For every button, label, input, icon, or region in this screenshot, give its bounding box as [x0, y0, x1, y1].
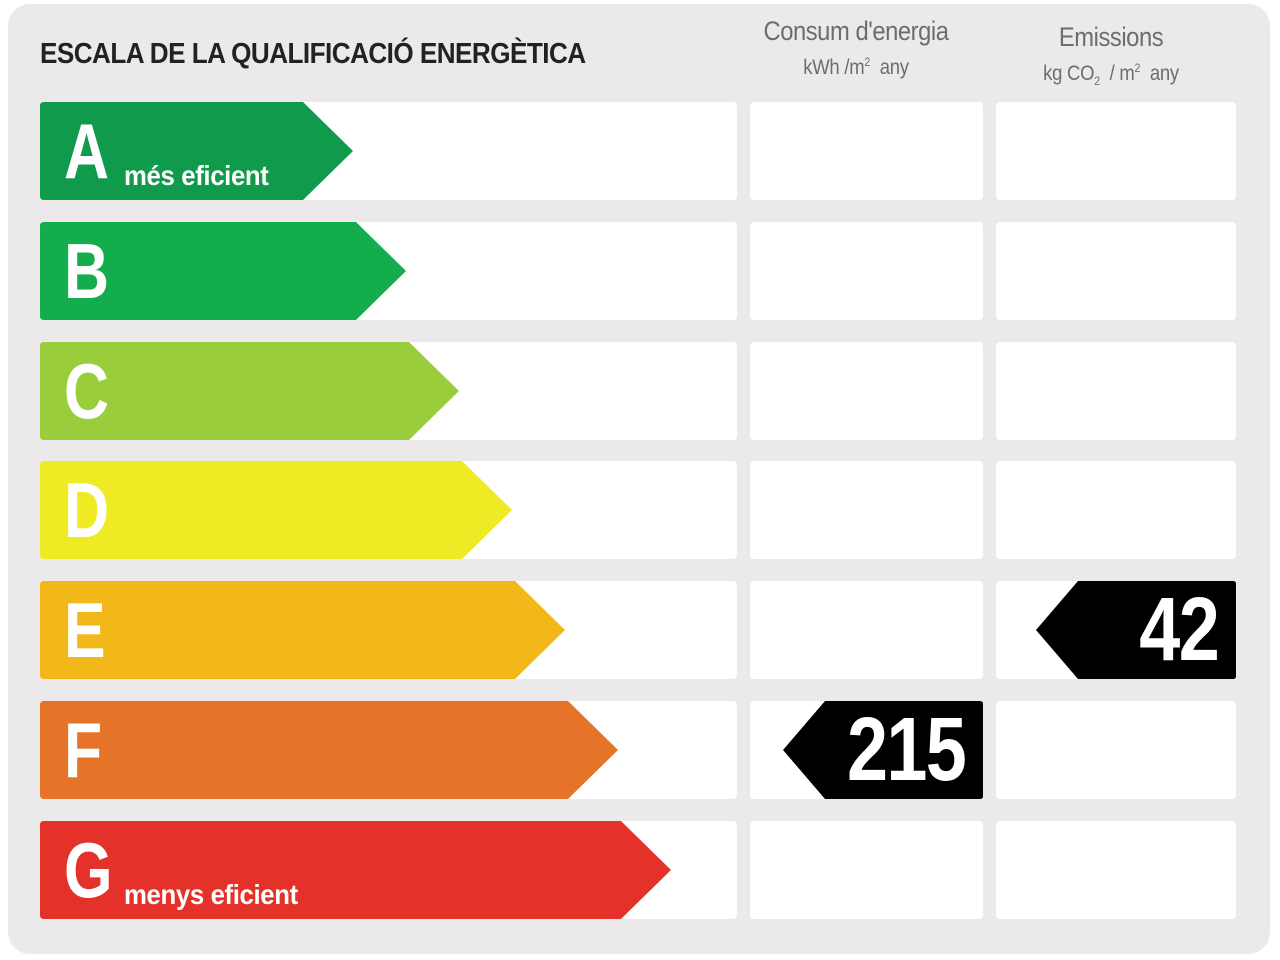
rating-arrow-shape-b	[40, 222, 406, 320]
rating-arrow-fill-c	[40, 342, 459, 440]
rating-arrow-fill-b	[40, 222, 406, 320]
emissions-cell-f	[996, 701, 1236, 799]
emissions-cell-b	[996, 222, 1236, 320]
emissions-marker-shape	[1036, 581, 1236, 679]
emissions-cell-a	[996, 102, 1236, 200]
emissions-column-unit: kg CO2 / m2 any	[1043, 61, 1179, 89]
energy-cell-g	[750, 821, 983, 919]
emissions-value-marker: 42	[1036, 581, 1236, 679]
energy-marker-shape	[783, 701, 983, 799]
rating-arrow-shape-e	[40, 581, 565, 679]
energy-column-header: Consum d'energia kWh /m2 any	[750, 16, 962, 80]
rating-letter-c: C	[64, 347, 110, 435]
rating-arrow-fill-e	[40, 581, 565, 679]
energy-cell-c	[750, 342, 983, 440]
rating-arrow-fill-f	[40, 701, 618, 799]
emissions-column-header: Emissions kg CO2 / m2 any	[998, 22, 1224, 88]
energy-column-unit: kWh /m2 any	[803, 55, 909, 79]
rating-arrow-fill-g	[40, 821, 671, 919]
rating-label-g: menys eficient	[124, 879, 298, 910]
rating-arrow-e: E	[40, 581, 565, 679]
emissions-cell-c	[996, 342, 1236, 440]
rating-letter-a: A	[64, 107, 110, 195]
page-title: ESCALA DE LA QUALIFICACIÓ ENERGÈTICA	[40, 38, 586, 70]
energy-marker-fill	[783, 701, 983, 799]
rating-arrow-b: B	[40, 222, 406, 320]
energy-cell-e	[750, 581, 983, 679]
rating-arrow-shape-f	[40, 701, 618, 799]
emissions-marker-fill	[1036, 581, 1236, 679]
rating-arrow-shape-c	[40, 342, 459, 440]
energy-cell-a	[750, 102, 983, 200]
rating-arrow-f: F	[40, 701, 618, 799]
rating-letter-d: D	[64, 466, 110, 554]
rating-arrow-d: D	[40, 461, 512, 559]
energy-cell-b	[750, 222, 983, 320]
rating-arrow-shape-d	[40, 461, 512, 559]
rating-arrow-fill-a	[40, 102, 353, 200]
emissions-column-title: Emissions	[1058, 22, 1164, 52]
rating-letter-e: E	[64, 586, 106, 674]
rating-label-a: més eficient	[124, 160, 269, 191]
energy-column-title: Consum d'energia	[763, 16, 949, 46]
energy-cell-d	[750, 461, 983, 559]
rating-letter-f: F	[64, 706, 103, 794]
rating-arrow-shape-g	[40, 821, 671, 919]
rating-arrow-shape-a	[40, 102, 353, 200]
emissions-cell-d	[996, 461, 1236, 559]
rating-letter-g: G	[64, 826, 113, 914]
emissions-value: 42	[1139, 580, 1219, 680]
rating-arrow-c: C	[40, 342, 459, 440]
energy-value: 215	[846, 700, 967, 800]
rating-arrow-fill-d	[40, 461, 512, 559]
emissions-cell-g	[996, 821, 1236, 919]
energy-value-marker: 215	[783, 701, 983, 799]
rating-letter-b: B	[64, 227, 110, 315]
